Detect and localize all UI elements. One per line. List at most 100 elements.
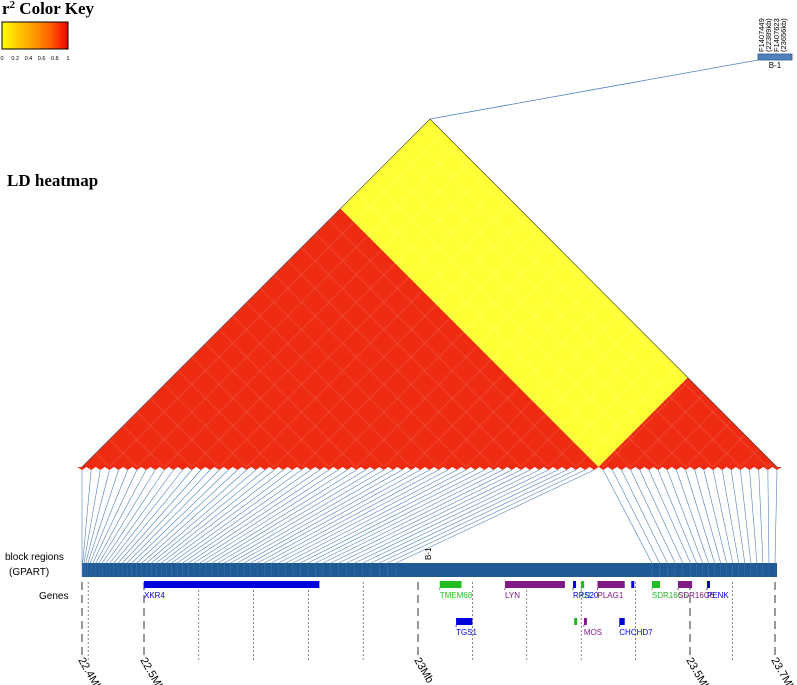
ld-marker-tip <box>488 467 499 470</box>
ld-marker-tip <box>333 467 343 470</box>
ld-marker-tip <box>744 467 755 470</box>
marker-connector <box>126 469 220 564</box>
color-key-title: r2 Color Key <box>2 0 95 18</box>
inset-marker-label: F1407449 <box>757 18 766 52</box>
color-key: r2 Color Key 0 0.2 0.4 0.6 0.8 1 <box>0 0 94 62</box>
ld-marker-tip <box>754 467 764 470</box>
ld-marker-tip <box>342 467 352 470</box>
axis-tick-label: 22.4Mb <box>75 656 104 685</box>
inset-marker-label: (23656kb) <box>779 18 788 52</box>
ld-marker-tip <box>141 467 151 470</box>
marker-connector <box>657 469 697 564</box>
block-bar-label: B-1 <box>424 547 433 560</box>
marker-connector <box>730 469 746 564</box>
marker-connector <box>694 469 721 564</box>
ld-marker-tip <box>251 467 261 470</box>
ld-marker-tip <box>607 467 617 470</box>
ld-marker-tip <box>543 467 553 470</box>
ld-marker-tip <box>150 467 160 470</box>
ld-marker-tip <box>260 467 270 470</box>
gene-bar <box>583 618 587 625</box>
ld-marker-tip <box>644 467 654 470</box>
ld-marker-tip <box>708 467 718 470</box>
marker-connector <box>740 469 752 564</box>
block-bar <box>82 563 777 577</box>
ld-marker-tip <box>296 467 307 470</box>
block-track: block regions (GPART) B-1 <box>5 547 777 578</box>
ld-marker-tip <box>443 467 453 470</box>
marker-connector <box>774 469 778 564</box>
ld-marker-tip <box>406 467 416 470</box>
ld-marker-tip <box>86 467 96 470</box>
color-key-tick-label: 0.4 <box>25 56 33 62</box>
ld-marker-tip <box>196 467 206 470</box>
marker-connector <box>82 469 92 564</box>
ld-marker-tip <box>242 467 252 470</box>
ld-marker-tip <box>104 467 115 470</box>
marker-connector <box>89 469 129 564</box>
marker-connector <box>666 469 703 564</box>
ld-marker-tip <box>232 467 243 470</box>
ld-marker-tip <box>626 467 636 470</box>
ld-marker-tip <box>699 467 709 470</box>
ld-marker-tip <box>397 467 407 470</box>
inset-block-bar <box>757 53 793 61</box>
ld-marker-tip <box>223 467 233 470</box>
ld-marker-tip <box>735 467 745 470</box>
ld-marker-tip <box>123 467 133 470</box>
marker-connector <box>703 469 727 564</box>
inset-block-label: B-1 <box>769 61 782 70</box>
marker-connector <box>648 469 691 564</box>
axis-tick-label: 22.5Mb <box>137 656 166 685</box>
ld-marker-tip <box>516 467 526 470</box>
ld-marker-tip <box>452 467 462 470</box>
ld-marker-tip <box>662 467 672 470</box>
ld-marker-tip <box>589 467 599 470</box>
gene-bar <box>619 618 625 625</box>
axis-tick-labels: 22.4Mb 22.5Mb 23Mb 23.5Mb 23.7Mb <box>75 656 797 685</box>
color-key-tick-label: 0 <box>0 56 3 62</box>
ld-marker-tip <box>717 467 727 470</box>
marker-connector <box>102 469 165 564</box>
marker-connector <box>758 469 764 564</box>
ld-marker-tip <box>315 467 325 470</box>
ld-marker-tip <box>306 467 316 470</box>
gene-label: TGS1 <box>456 628 477 637</box>
marker-connector <box>749 469 758 564</box>
ld-marker-tip <box>772 467 782 470</box>
inset-block: F1407449(22389kb) F1407623(23656kb) B-1 <box>429 18 793 120</box>
color-key-tick-label: 0.8 <box>51 56 59 62</box>
ld-marker-tip <box>726 467 736 470</box>
ld-cells <box>82 119 777 467</box>
gene-bar <box>651 581 661 588</box>
ld-marker-tip <box>360 467 371 470</box>
gene-bar <box>707 581 710 588</box>
gene-bar <box>573 581 577 588</box>
gene-label: PLAG1 <box>598 591 624 600</box>
marker-connector <box>171 469 302 564</box>
inset-marker-label: F1407623 <box>772 18 781 52</box>
ld-marker-tip <box>214 467 224 470</box>
gene-label: XKR4 <box>144 591 165 600</box>
marker-connector <box>188 469 330 564</box>
gene-label: TMEM68 <box>440 591 473 600</box>
ld-marker-tip <box>287 467 297 470</box>
genes-label: Genes <box>39 591 68 602</box>
ld-marker-tip <box>132 467 142 470</box>
gene-bar <box>456 618 473 625</box>
ld-marker-tip <box>324 467 334 470</box>
ld-marker-tip <box>598 467 608 470</box>
marker-connector <box>230 469 394 564</box>
color-key-tick-label: 1 <box>66 56 69 62</box>
ld-marker-tip <box>525 467 535 470</box>
gene-label: RPS20 <box>573 591 599 600</box>
ld-marker-tip <box>534 467 544 470</box>
inset-connector <box>429 59 759 120</box>
gene-bar <box>505 581 565 588</box>
ld-marker-tip <box>278 467 288 470</box>
ld-marker-tip <box>571 467 581 470</box>
gene-bar <box>581 581 585 588</box>
gene-bar <box>439 581 462 588</box>
ld-marker-tip <box>763 467 773 470</box>
